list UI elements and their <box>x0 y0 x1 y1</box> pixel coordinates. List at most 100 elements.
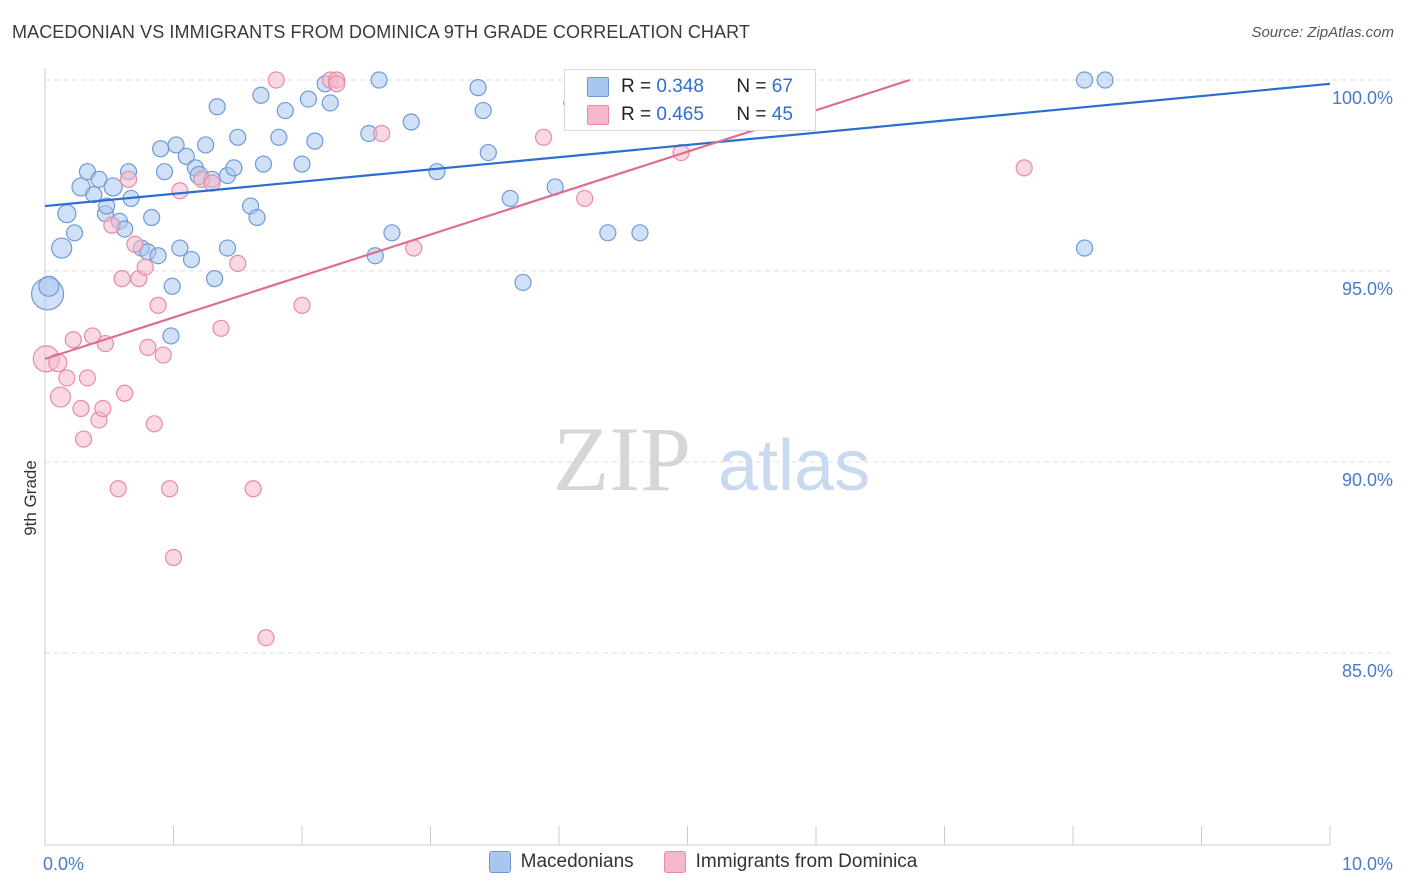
point-macedonians <box>182 250 201 269</box>
point-macedonians <box>167 136 185 154</box>
point-dominica <box>78 369 97 387</box>
point-dominica <box>1015 159 1033 177</box>
legend: Macedonians Immigrants from Dominica <box>0 851 1406 873</box>
point-macedonians <box>248 208 266 227</box>
stats-r-value: 0.465 <box>656 104 704 125</box>
point-dominica <box>161 480 179 498</box>
stats-swatch-blue <box>587 77 609 97</box>
stats-n-value: 45 <box>771 104 793 125</box>
point-macedonians <box>57 204 77 224</box>
stats-swatch-pink <box>587 105 609 125</box>
point-dominica <box>154 346 172 364</box>
point-dominica <box>109 480 127 498</box>
point-macedonians <box>38 275 60 297</box>
point-macedonians <box>90 170 108 188</box>
point-dominica <box>103 216 121 234</box>
point-macedonians <box>152 140 170 158</box>
point-dominica <box>116 384 134 402</box>
axes <box>44 68 1331 846</box>
x-tick-label: 0.0% <box>43 854 84 874</box>
legend-label: Macedonians <box>520 851 634 872</box>
point-macedonians <box>1075 239 1094 257</box>
point-macedonians <box>299 90 318 108</box>
stats-n-value: 67 <box>771 76 793 97</box>
point-dominica <box>267 71 285 89</box>
y-axis-label: 9th Grade <box>21 460 40 536</box>
point-dominica <box>72 399 90 418</box>
point-dominica <box>149 296 167 314</box>
point-macedonians <box>1096 71 1114 89</box>
point-dominica <box>94 399 112 418</box>
point-dominica <box>257 629 275 647</box>
grid-lines <box>45 79 1394 654</box>
point-dominica <box>64 331 82 349</box>
tick-labels: 85.0% 90.0% 95.0% 100.0% 0.0% 10.0% <box>43 88 1393 874</box>
point-macedonians <box>51 237 73 259</box>
chart-title: MACEDONIAN VS IMMIGRANTS FROM DOMINICA 9… <box>12 22 750 42</box>
point-dominica <box>113 270 131 288</box>
point-dominica <box>136 258 154 276</box>
legend-label: Immigrants from Dominica <box>695 851 918 872</box>
point-macedonians <box>474 101 492 120</box>
y-tick-label: 85.0% <box>1342 661 1393 681</box>
point-macedonians <box>229 128 247 146</box>
source-label: Source: ZipAtlas.com <box>1251 24 1394 41</box>
point-macedonians <box>383 224 401 242</box>
point-dominica <box>212 319 230 337</box>
point-dominica <box>74 430 93 448</box>
point-macedonians <box>65 224 84 242</box>
watermark-zip: ZIP <box>553 408 691 510</box>
point-macedonians <box>103 177 123 197</box>
point-dominica <box>373 124 391 143</box>
point-dominica <box>119 170 138 188</box>
point-dominica <box>171 182 189 200</box>
point-macedonians <box>276 101 294 120</box>
stats-r-label: R = <box>621 104 652 125</box>
point-macedonians <box>501 189 519 208</box>
legend-swatch-pink <box>663 851 686 873</box>
point-macedonians <box>370 71 388 89</box>
point-macedonians <box>254 155 273 173</box>
point-dominica <box>145 415 163 433</box>
point-dominica <box>229 254 247 272</box>
point-macedonians <box>143 208 161 227</box>
watermark: ZIP atlas <box>553 408 870 510</box>
point-macedonians <box>218 239 237 257</box>
point-macedonians <box>321 94 339 112</box>
legend-item-dominica[interactable]: Immigrants from Dominica <box>663 851 918 873</box>
point-dominica <box>293 296 311 314</box>
point-macedonians <box>155 163 174 181</box>
point-macedonians <box>85 186 103 204</box>
point-macedonians <box>206 270 224 288</box>
point-macedonians <box>599 224 617 242</box>
point-macedonians <box>306 132 324 150</box>
point-macedonians <box>514 273 532 292</box>
point-dominica <box>49 386 72 408</box>
point-macedonians <box>162 327 180 345</box>
trend-line-macedonians <box>44 82 1331 208</box>
point-macedonians <box>252 86 270 104</box>
point-macedonians <box>402 113 420 131</box>
point-dominica <box>126 235 144 253</box>
point-macedonians <box>428 163 446 181</box>
point-macedonians <box>208 98 226 116</box>
point-dominica <box>58 369 76 387</box>
point-dominica <box>534 128 553 146</box>
stats-box: R = 0.348 N = 67 R = 0.465 N = 45 <box>564 69 816 131</box>
point-macedonians <box>171 239 189 257</box>
point-macedonians <box>98 197 116 215</box>
y-tick-label: 100.0% <box>1332 88 1393 108</box>
stats-row-macedonians: R = 0.348 N = 67 <box>587 76 793 98</box>
point-dominica <box>139 338 157 356</box>
point-macedonians <box>631 224 649 242</box>
point-macedonians <box>293 155 311 173</box>
y-tick-label: 90.0% <box>1342 470 1393 490</box>
stats-r-value: 0.348 <box>656 76 704 97</box>
legend-item-macedonians[interactable]: Macedonians <box>488 851 634 873</box>
point-macedonians <box>270 128 288 146</box>
point-dominica <box>244 480 262 498</box>
legend-swatch-blue <box>488 851 511 873</box>
point-dominica <box>576 189 594 208</box>
point-macedonians <box>149 247 167 265</box>
